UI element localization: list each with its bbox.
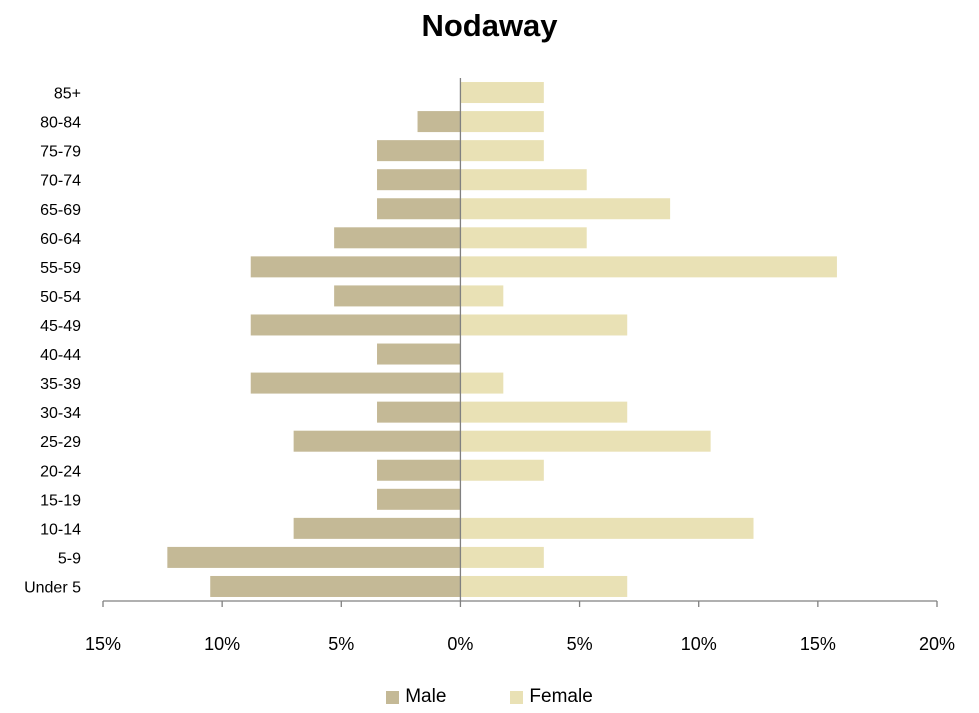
bar-male-20-24 (377, 459, 461, 481)
category-label: 45-49 (40, 318, 81, 335)
category-label: 70-74 (40, 173, 81, 190)
bar-female-35-39 (460, 372, 504, 394)
bar-male-40-44 (377, 343, 461, 365)
x-tick-label: 5% (567, 634, 593, 654)
category-label: 55-59 (40, 260, 81, 277)
legend-swatch-female (510, 690, 524, 704)
bar-male-55-59 (250, 256, 461, 278)
bars-layer (167, 82, 837, 597)
bar-male-60-64 (334, 227, 461, 249)
legend-label-female: Female (529, 686, 593, 707)
bar-male-5-9 (167, 546, 461, 568)
axis-layer (102, 78, 938, 607)
category-label: 30-34 (40, 405, 81, 422)
category-label: 25-29 (40, 434, 81, 451)
bar-female-60-64 (460, 227, 587, 249)
labels-layer: Under 5 5-9 10-14 15-19 20-24 25-29 30-34 35-39… (24, 86, 955, 654)
bar-male-10-14 (293, 517, 461, 539)
category-label: 60-64 (40, 231, 81, 248)
legend-item-male: Male (386, 686, 446, 708)
x-tick-label: 10% (204, 634, 240, 654)
bar-male-under-5 (210, 575, 461, 597)
bar-male-70-74 (377, 169, 461, 191)
category-label: 75-79 (40, 144, 81, 161)
bar-male-45-49 (250, 314, 461, 336)
bar-female-70-74 (460, 169, 587, 191)
bar-female-25-29 (460, 430, 711, 452)
bar-male-80-84 (417, 111, 461, 133)
bar-male-30-34 (377, 401, 461, 423)
x-tick-label: 10% (681, 634, 717, 654)
x-tick-label: 0% (447, 634, 473, 654)
bar-male-35-39 (250, 372, 461, 394)
bar-female-55-59 (460, 256, 837, 278)
legend: Male Female (0, 686, 979, 708)
category-label: 50-54 (40, 289, 81, 306)
category-label: 10-14 (40, 521, 81, 538)
bar-female-30-34 (460, 401, 628, 423)
legend-swatch-male (386, 690, 400, 704)
category-label: 5-9 (58, 550, 81, 567)
category-label: 20-24 (40, 463, 81, 480)
x-tick-label: 15% (800, 634, 836, 654)
bar-female-65-69 (460, 198, 671, 220)
legend-item-female: Female (510, 686, 593, 708)
bar-female-45-49 (460, 314, 628, 336)
x-tick-label: 20% (919, 634, 955, 654)
chart-title: Nodaway (421, 8, 558, 43)
category-label: 65-69 (40, 202, 81, 219)
x-tick-label: 15% (85, 634, 121, 654)
bar-male-50-54 (334, 285, 461, 307)
category-label: 15-19 (40, 492, 81, 509)
x-tick-label: 5% (328, 634, 354, 654)
bar-female-5-9 (460, 546, 544, 568)
bar-male-25-29 (293, 430, 461, 452)
category-label: 85+ (54, 86, 81, 103)
bar-male-75-79 (377, 140, 461, 162)
category-label: 80-84 (40, 115, 81, 132)
bar-male-15-19 (377, 488, 461, 510)
legend-label-male: Male (405, 686, 447, 707)
bar-male-65-69 (377, 198, 461, 220)
bar-female-50-54 (460, 285, 504, 307)
bar-female-85+ (460, 82, 544, 104)
bar-female-under-5 (460, 575, 628, 597)
bar-female-10-14 (460, 517, 754, 539)
bar-female-20-24 (460, 459, 544, 481)
bar-female-75-79 (460, 140, 544, 162)
category-label: 40-44 (40, 347, 81, 364)
category-label: 35-39 (40, 376, 81, 393)
bar-female-80-84 (460, 111, 544, 133)
category-label: Under 5 (24, 579, 81, 596)
